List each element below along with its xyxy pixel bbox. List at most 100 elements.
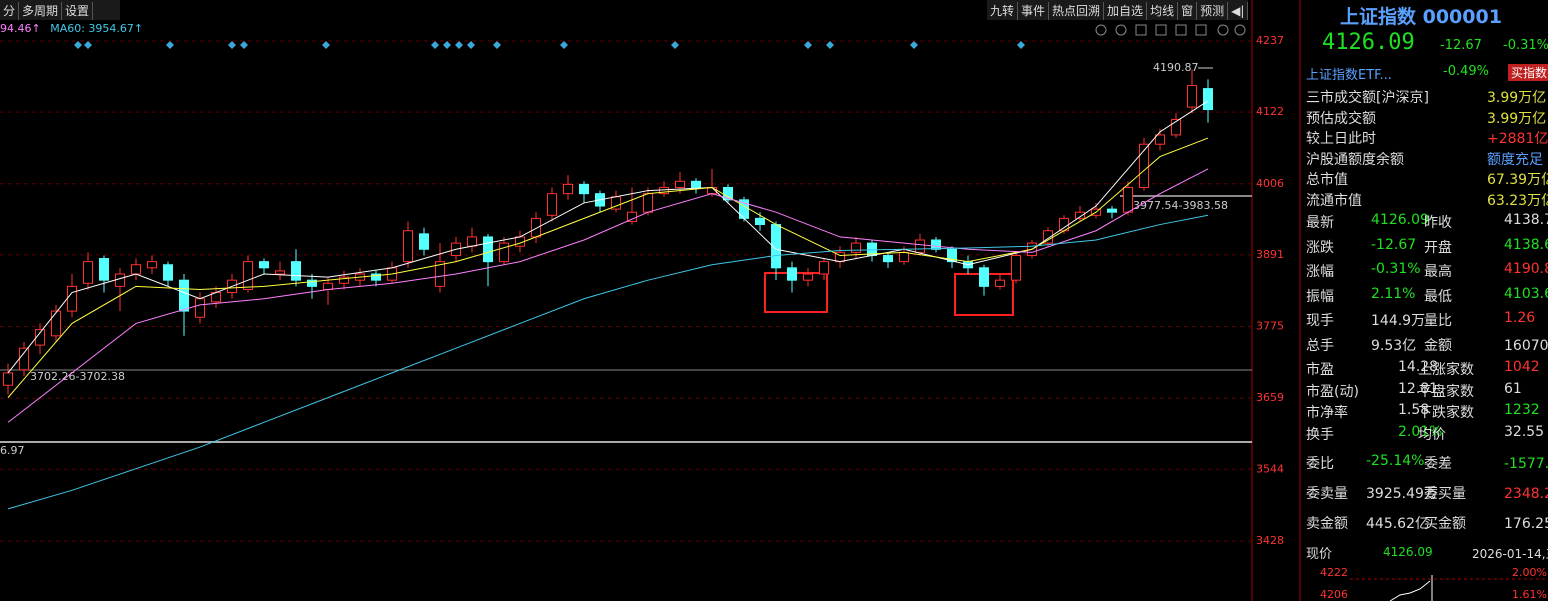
candle-body bbox=[1155, 134, 1165, 145]
chart-tools[interactable] bbox=[1095, 24, 1246, 36]
row-value: 4103.61 bbox=[1504, 285, 1548, 302]
toolbar-button[interactable]: 多周期 bbox=[19, 2, 63, 20]
candle-body bbox=[1123, 186, 1133, 213]
mini-label: 4206 bbox=[1320, 588, 1348, 601]
candle-body bbox=[3, 372, 13, 386]
row-label: 平盘家数 bbox=[1418, 383, 1474, 400]
toolbar-button[interactable]: 均线 bbox=[1147, 2, 1179, 20]
ma-header: 94.46↑ MA60: 3954.67↑ bbox=[0, 22, 143, 35]
ma-line bbox=[7, 168, 1209, 423]
candle-body bbox=[243, 261, 253, 290]
toolbar-button[interactable]: ◀| bbox=[1228, 2, 1249, 20]
candle-body bbox=[467, 236, 477, 247]
candle-body bbox=[483, 236, 493, 263]
candle-body bbox=[851, 242, 861, 253]
annotation: 3977.54-3983.58 bbox=[1133, 199, 1228, 212]
row-value: 67.39万亿 bbox=[1487, 172, 1548, 188]
toolbar-button[interactable]: 加自选 bbox=[1104, 2, 1148, 20]
row-label: 总市值 bbox=[1306, 172, 1348, 188]
row-label: 较上日此时 bbox=[1306, 131, 1376, 147]
quote-row: 市盈 14.28 上涨家数 1042 bbox=[1306, 358, 1548, 378]
now-label: 现价 bbox=[1306, 547, 1333, 562]
candle-body bbox=[259, 261, 269, 269]
row-label: 最新 bbox=[1306, 215, 1334, 231]
candle-body bbox=[435, 261, 445, 287]
candle-body bbox=[563, 183, 573, 195]
row-value: 32.55 bbox=[1504, 423, 1545, 440]
candle-body bbox=[755, 217, 765, 226]
row-value: 1232 bbox=[1504, 402, 1540, 418]
toolbar-button[interactable]: 预测 bbox=[1197, 2, 1229, 20]
row-value: -0.31% bbox=[1371, 261, 1421, 277]
y-tick-label: 3428 bbox=[1256, 534, 1284, 547]
row-label: 涨幅 bbox=[1306, 264, 1334, 280]
candle-body bbox=[643, 193, 653, 213]
quote-price: 4126.09 bbox=[1322, 30, 1415, 55]
candle-body bbox=[35, 329, 45, 346]
mini-chart bbox=[1350, 575, 1548, 601]
buy-button[interactable]: 买指数 bbox=[1508, 64, 1548, 81]
row-value: 4126.09 bbox=[1371, 212, 1429, 228]
toolbar-button[interactable]: 事件 bbox=[1018, 2, 1050, 20]
candle-body bbox=[1075, 211, 1085, 219]
row-label: 市盈(动) bbox=[1306, 383, 1359, 400]
candle-body bbox=[499, 242, 509, 263]
row-label: 总手 bbox=[1306, 337, 1334, 354]
row-value: -25.14% bbox=[1366, 453, 1425, 469]
annotation: 6.97 bbox=[0, 444, 25, 457]
y-tick-label: 4006 bbox=[1256, 177, 1284, 190]
candle-body bbox=[275, 270, 285, 275]
y-tick-label: 3544 bbox=[1256, 462, 1284, 475]
candle-body bbox=[659, 186, 669, 195]
candle-body bbox=[995, 279, 1005, 287]
row-value: 3.99万亿 bbox=[1487, 110, 1547, 127]
ma-line bbox=[7, 214, 1209, 510]
now-date: 2026-01-14,三 bbox=[1472, 547, 1548, 561]
now-price: 4126.09 bbox=[1383, 545, 1433, 559]
candle-body bbox=[291, 261, 301, 281]
candle-body bbox=[531, 217, 541, 238]
row-label: 最低 bbox=[1424, 288, 1452, 305]
candle-body bbox=[371, 273, 381, 281]
candle-body bbox=[1203, 88, 1213, 111]
row-label: 现手 bbox=[1306, 313, 1334, 329]
quote-row: 总市值 67.39万亿 bbox=[1306, 168, 1548, 188]
row-label: 卖金额 bbox=[1306, 516, 1348, 532]
row-value: 1042 bbox=[1504, 359, 1540, 375]
row-value: 14.28 bbox=[1398, 359, 1439, 375]
candle-body bbox=[1187, 84, 1197, 108]
row-value: 12.81 bbox=[1398, 380, 1439, 397]
row-label: 市净率 bbox=[1306, 405, 1348, 421]
candle-body bbox=[931, 239, 941, 250]
row-value: 144.9万 bbox=[1371, 313, 1426, 329]
annotation: 3702.26-3702.38 bbox=[30, 370, 125, 383]
y-tick-label: 3775 bbox=[1256, 320, 1284, 333]
toolbar-button[interactable]: 热点回溯 bbox=[1049, 2, 1105, 20]
quote-row: 振幅 2.11% 最低 4103.61 bbox=[1306, 285, 1548, 305]
row-label: 开盘 bbox=[1424, 239, 1452, 256]
toolbar-button[interactable]: 九转 bbox=[987, 2, 1019, 20]
row-value: 445.62亿 bbox=[1366, 516, 1429, 532]
toolbar-button[interactable]: 分 bbox=[0, 2, 20, 20]
row-label: 买金额 bbox=[1424, 516, 1466, 532]
ma-line bbox=[7, 137, 1209, 398]
row-label: 流通市值 bbox=[1306, 192, 1362, 209]
candle-body bbox=[547, 193, 557, 216]
toolbar-button[interactable]: 窗 bbox=[1178, 2, 1198, 20]
quote-row: 三市成交额[沪深京] 3.99万亿 bbox=[1306, 86, 1548, 106]
row-value: 4138.76 bbox=[1504, 212, 1548, 228]
quote-title: 上证指数 000001 bbox=[1340, 6, 1502, 28]
row-value: 2.11% bbox=[1371, 285, 1416, 302]
etf-link[interactable]: 上证指数ETF... bbox=[1306, 68, 1392, 83]
quote-row: 委比 -25.14%委差 -1577.26万 bbox=[1306, 452, 1548, 472]
mini-label: 1.61% bbox=[1512, 588, 1547, 601]
toolbar-button[interactable]: 设置 bbox=[62, 2, 94, 20]
row-value: 2.01% bbox=[1398, 423, 1443, 440]
row-label: 涨跌 bbox=[1306, 239, 1334, 256]
candle-body bbox=[1011, 254, 1021, 281]
quote-row: 涨跌 -12.67 开盘 4138.61 bbox=[1306, 236, 1548, 256]
candle-body bbox=[83, 261, 93, 284]
